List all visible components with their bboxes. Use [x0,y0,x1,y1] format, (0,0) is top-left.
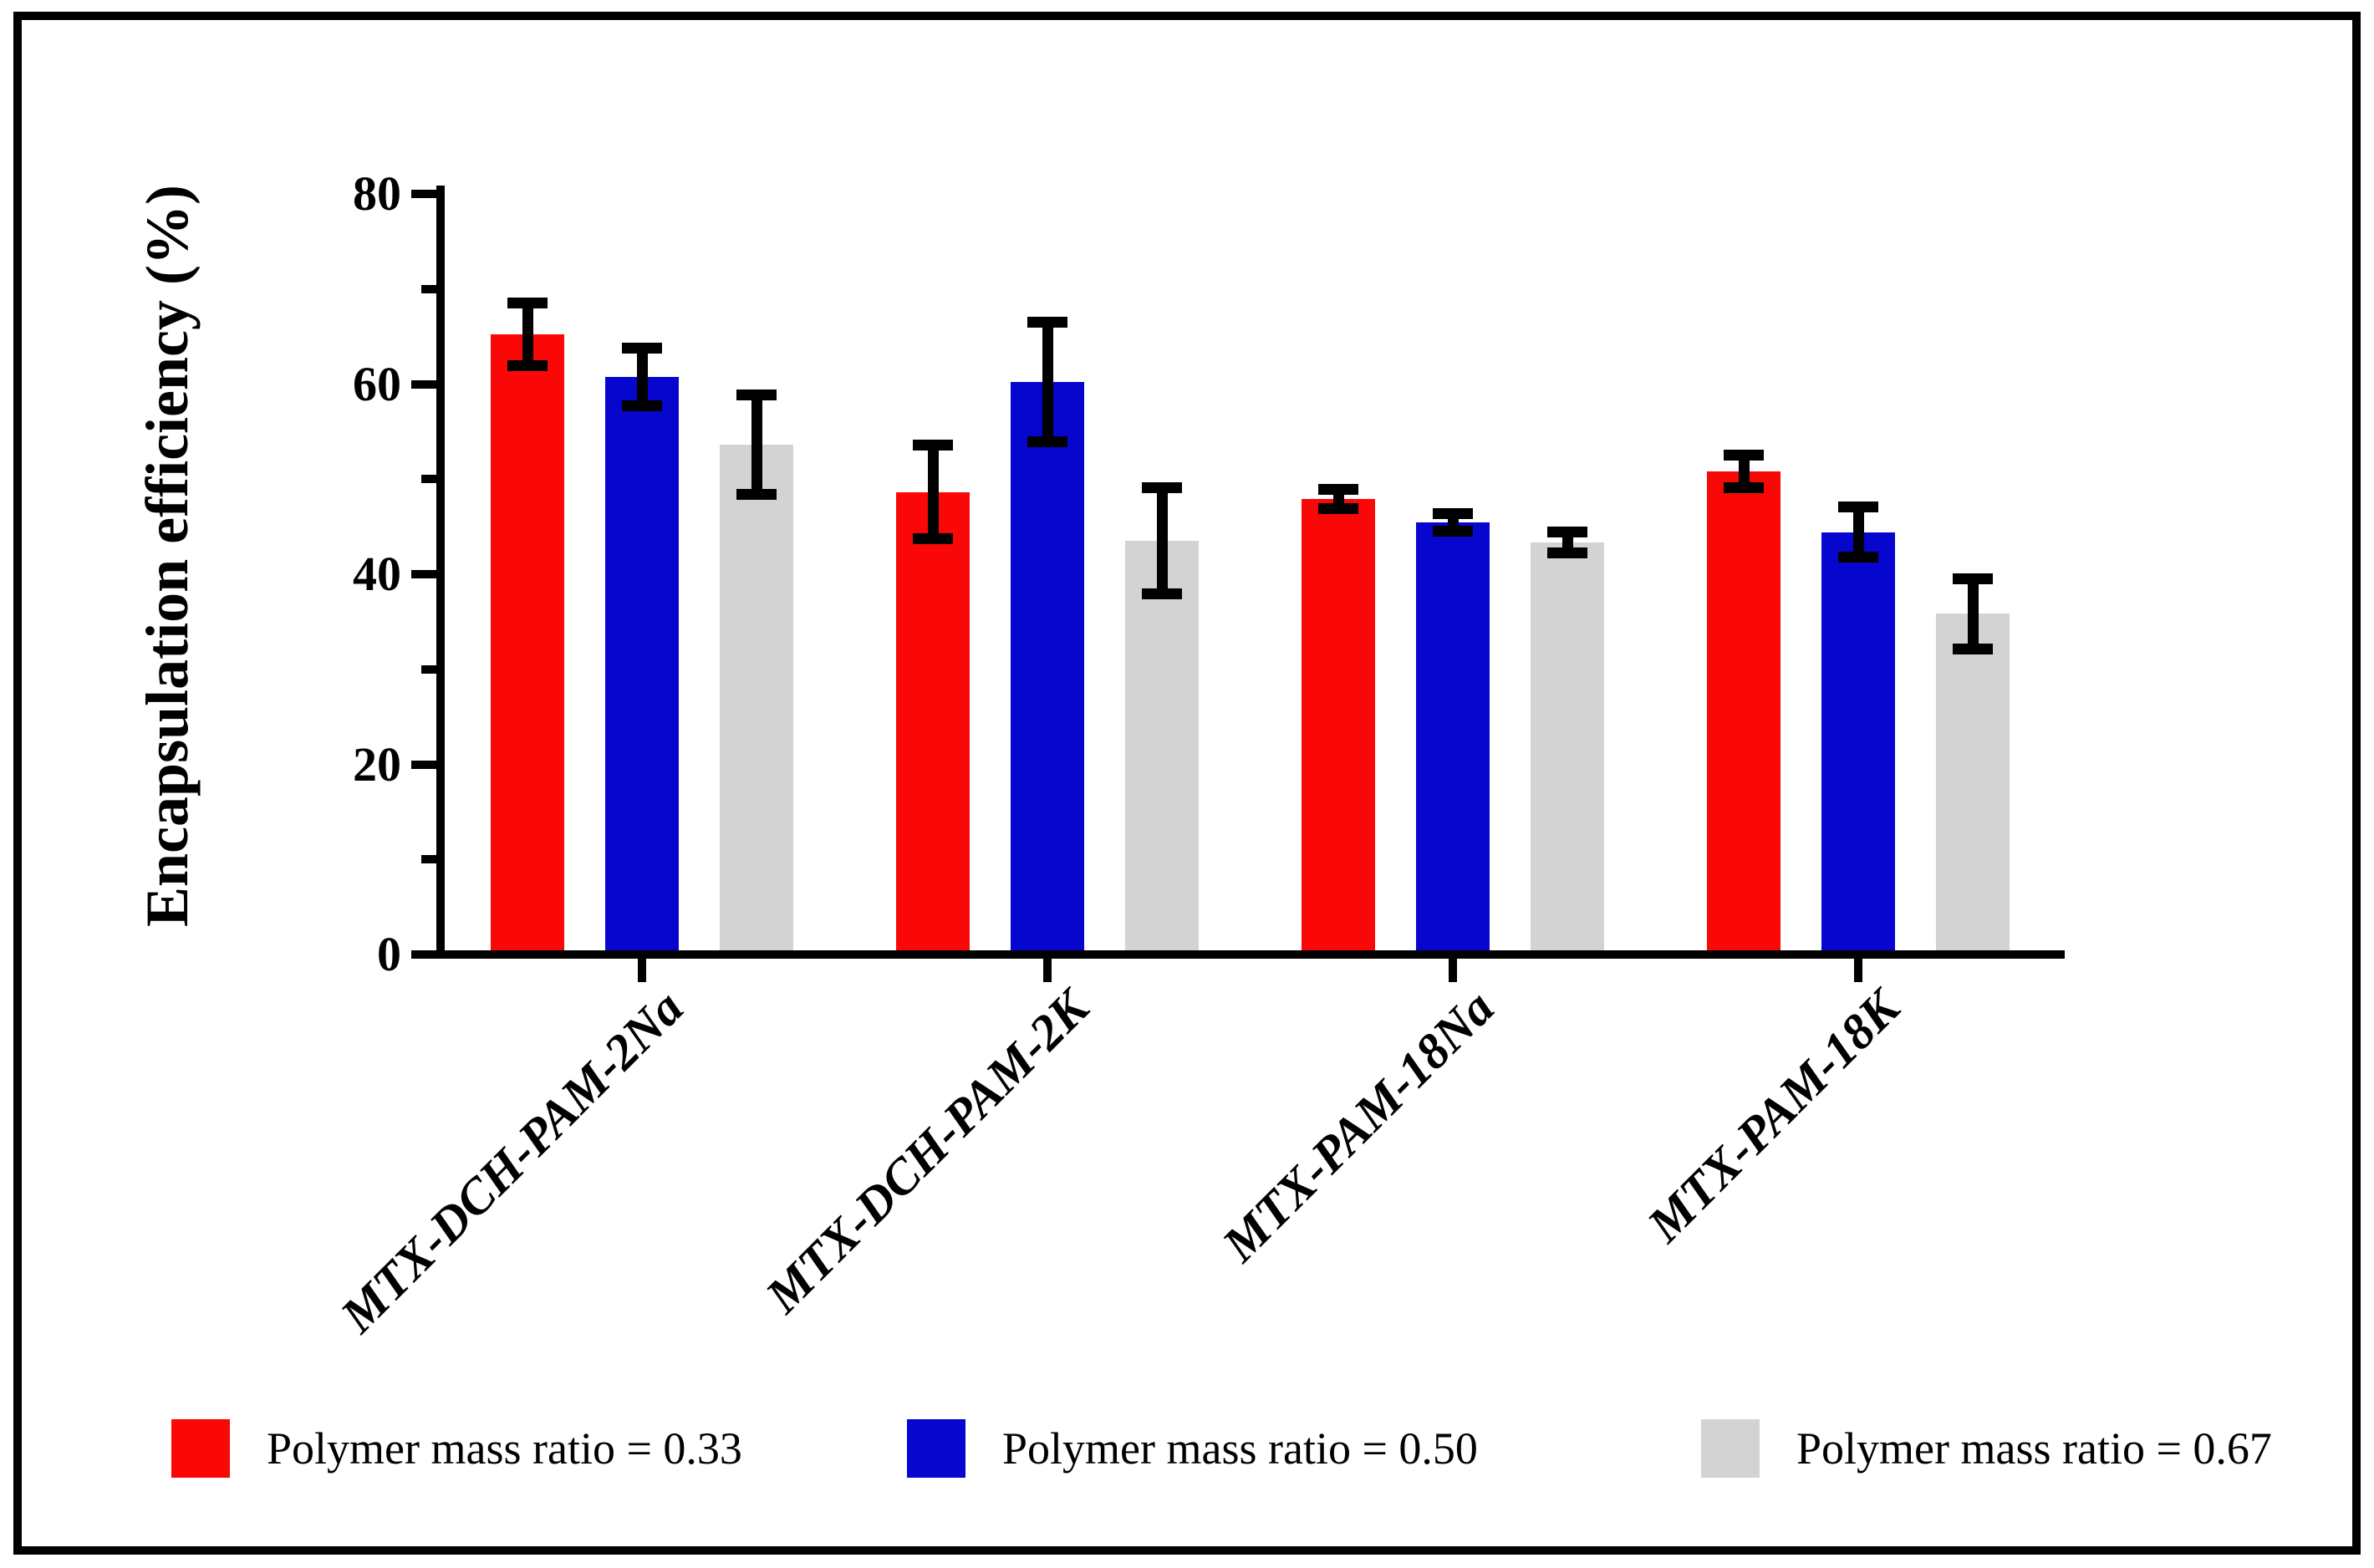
figure-border [13,12,2361,1555]
legend-label: Polymer mass ratio = 0.67 [1796,1423,2272,1474]
error-bar-cap-top [1724,449,1764,461]
error-bar-cap-bottom [1142,588,1182,599]
legend-item-ratio-033: Polymer mass ratio = 0.33 [171,1415,742,1482]
bar-0.50 [1011,381,1084,950]
error-bar-line [1738,455,1750,488]
legend-swatch-blue [907,1419,965,1478]
bar-0.50 [1821,532,1895,950]
bar-0.50 [1416,522,1490,950]
legend-item-ratio-067: Polymer mass ratio = 0.67 [1701,1415,2272,1482]
error-bar-line [1852,507,1864,557]
legend-item-ratio-050: Polymer mass ratio = 0.50 [907,1415,1478,1482]
y-minor-tick [421,475,436,484]
x-group-tick [1854,959,1862,982]
y-major-tick [411,950,436,959]
error-bar-cap-top [1953,573,1993,584]
error-bar-line [751,395,762,494]
error-bar-cap-top [1027,316,1067,328]
y-minor-tick [421,284,436,293]
bar-0.50 [605,377,679,950]
error-bar-cap-top [1547,527,1587,537]
error-bar-cap-top [736,389,777,401]
bar-0.33 [491,333,564,950]
y-tick-label: 20 [353,736,401,792]
error-bar-line [927,445,939,539]
x-group-tick [638,959,646,982]
error-bar-line [522,303,533,366]
error-bar-cap-bottom [1547,547,1587,559]
y-major-tick [411,379,436,389]
y-minor-tick [421,664,436,674]
error-bar-cap-bottom [1027,435,1067,447]
error-bar-cap-bottom [622,400,662,411]
legend-swatch-gray [1701,1419,1760,1478]
legend-label: Polymer mass ratio = 0.33 [267,1423,742,1474]
error-bar-cap-top [1142,481,1182,493]
error-bar-line [1156,487,1168,594]
error-bar-cap-top [622,343,662,354]
bar-0.67 [1125,540,1199,950]
y-major-tick [411,760,436,769]
error-bar-line [636,348,648,406]
y-tick-label: 40 [353,547,401,601]
y-major-tick [411,570,436,578]
y-tick-label: 80 [353,166,401,221]
bar-0.33 [1707,471,1780,950]
error-bar-cap-top [913,440,953,451]
x-axis-line [436,950,2065,959]
error-bar-line [1042,322,1053,442]
y-tick-label: 60 [353,356,401,411]
y-tick-label: 0 [377,927,401,981]
x-group-tick [1043,959,1052,982]
error-bar-cap-bottom [1724,481,1764,493]
legend-swatch-red [171,1419,230,1478]
bar-0.67 [720,444,793,950]
error-bar-cap-bottom [1433,525,1473,537]
error-bar-cap-bottom [1318,502,1358,514]
y-axis-line [436,186,445,959]
error-bar-cap-top [507,297,548,308]
error-bar-cap-bottom [1838,551,1878,563]
x-group-tick [1449,959,1457,982]
bar-0.67 [1936,613,2010,950]
bar-0.33 [1302,498,1375,950]
error-bar-line [1967,578,1979,649]
error-bar-cap-top [1838,501,1878,513]
legend-label: Polymer mass ratio = 0.50 [1002,1423,1478,1474]
bar-0.33 [896,491,970,950]
error-bar-cap-bottom [507,359,548,371]
error-bar-cap-bottom [913,532,953,544]
y-minor-tick [421,855,436,864]
error-bar-cap-bottom [736,488,777,500]
error-bar-cap-top [1433,508,1473,520]
error-bar-cap-bottom [1953,643,1993,654]
error-bar-cap-top [1318,483,1358,495]
y-axis-title: Encapsulation efficiency (%) [134,185,201,927]
bar-0.67 [1531,542,1604,950]
y-major-tick [411,190,436,198]
